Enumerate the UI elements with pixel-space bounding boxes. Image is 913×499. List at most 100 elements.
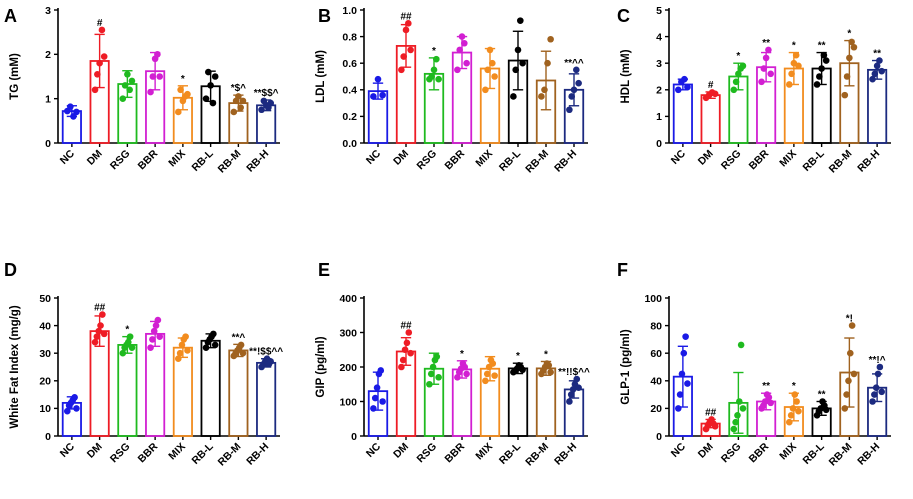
data-point [119, 95, 127, 102]
significance-label: ## [94, 303, 106, 314]
significance-label: ** [818, 390, 826, 401]
data-point [401, 346, 409, 354]
data-point [430, 66, 438, 74]
y-tick-label: 0.8 [342, 31, 357, 43]
x-tick-label: RB-M [523, 440, 551, 468]
x-tick-label: BBR [747, 440, 772, 465]
data-point [379, 91, 386, 99]
data-point [735, 70, 742, 78]
x-tick-label: NC [669, 147, 689, 167]
y-tick-label: 40 [39, 320, 51, 332]
data-point [63, 407, 71, 415]
data-point [538, 93, 545, 100]
data-point [843, 391, 850, 398]
panel-a: A TG (mM) 0 1 2 3 NC DM # RSG BBR MIX * RB-L RB-M *$^ RB… [4, 5, 280, 176]
data-point [149, 336, 156, 343]
x-tick-label: DM [391, 147, 411, 167]
data-point [126, 86, 133, 94]
data-point [379, 398, 386, 405]
data-point [237, 341, 245, 349]
data-point [785, 81, 793, 88]
data-point [230, 108, 238, 116]
y-tick-label: 0.2 [342, 111, 357, 123]
data-point [762, 54, 770, 62]
x-tick-label: RB-H [552, 441, 579, 468]
data-point [373, 384, 381, 392]
significance-label: ## [400, 11, 412, 22]
data-point [258, 106, 265, 114]
y-tick-label: 300 [339, 327, 357, 339]
data-point [174, 108, 182, 116]
data-point [398, 363, 405, 371]
y-tick-label: 0.0 [342, 138, 357, 150]
data-point [147, 344, 154, 351]
data-point [237, 104, 244, 111]
data-point [846, 54, 853, 62]
data-point [872, 384, 880, 392]
data-point [547, 368, 554, 376]
bar [200, 339, 221, 437]
y-tick-label: 1.0 [342, 5, 357, 17]
data-point [869, 75, 876, 83]
data-point [785, 418, 793, 426]
data-point [184, 347, 191, 354]
significance-label: * [847, 29, 851, 40]
y-tick-label: 60 [650, 348, 662, 360]
data-point [377, 367, 385, 374]
data-point [846, 349, 854, 357]
data-point [374, 75, 382, 83]
data-point [871, 391, 878, 398]
data-point [100, 330, 108, 338]
data-point [154, 316, 162, 324]
data-point [435, 75, 442, 83]
x-tick-label: MIX [473, 441, 495, 463]
bar [700, 94, 721, 144]
y-axis-label: HDL (mM) [620, 49, 632, 103]
x-tick-label: RB-H [855, 441, 882, 468]
panel-letter: B [318, 6, 331, 26]
x-tick-label: RB-L [190, 440, 217, 467]
y-tick-label: 10 [39, 403, 51, 415]
y-tick-label: 1 [45, 93, 51, 105]
significance-label: # [97, 18, 103, 29]
data-point [399, 356, 407, 364]
significance-label: **!$$^^ [249, 347, 283, 358]
x-tick-label: RB-H [855, 148, 882, 175]
x-tick-label: BBR [443, 440, 468, 465]
x-tick-label: NC [364, 440, 384, 460]
data-point [765, 394, 773, 401]
significance-label: **!^ [869, 355, 886, 366]
data-point [760, 65, 768, 72]
data-point [370, 93, 377, 100]
x-tick-label: MIX [777, 441, 799, 463]
data-point [100, 53, 108, 60]
y-tick-label: 2 [45, 49, 51, 61]
x-tick-label: BBR [136, 440, 161, 465]
data-point [711, 423, 719, 430]
data-point [514, 46, 522, 54]
x-tick-label: RB-H [244, 441, 271, 468]
x-tick-label: BBR [136, 147, 161, 172]
data-point [674, 405, 682, 412]
data-point [491, 372, 498, 379]
data-point [482, 377, 489, 385]
significance-label: **$$^ [254, 88, 279, 99]
data-point [730, 425, 738, 433]
data-point [684, 83, 691, 91]
y-tick-label: 0.6 [342, 58, 357, 70]
data-point [405, 20, 412, 27]
data-point [876, 363, 884, 371]
x-tick-label: RB-H [552, 148, 579, 175]
y-tick-label: 100 [644, 293, 662, 305]
data-point [850, 370, 858, 378]
data-point [370, 405, 377, 412]
data-point [486, 46, 494, 54]
data-point [461, 39, 468, 47]
x-tick-label: RSG [108, 148, 133, 173]
x-tick-label: RB-L [801, 440, 828, 467]
y-tick-label: 40 [650, 376, 662, 388]
data-point [845, 377, 852, 385]
data-point [73, 405, 80, 412]
data-point [483, 370, 491, 378]
x-tick-label: RB-M [523, 147, 551, 175]
